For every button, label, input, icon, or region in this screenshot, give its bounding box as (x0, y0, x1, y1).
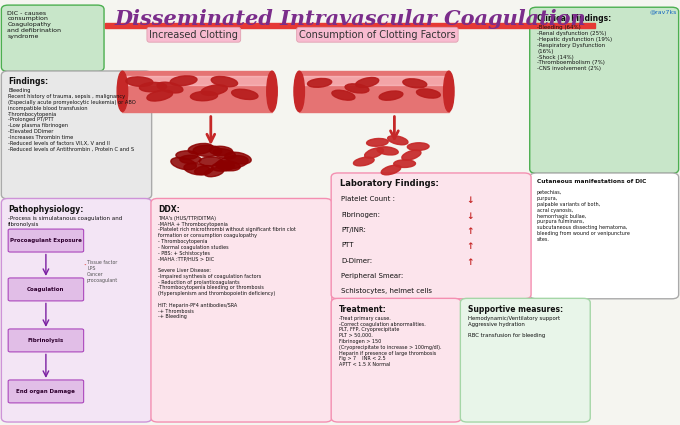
Ellipse shape (356, 77, 379, 88)
Text: Consumption of Clotting Factors: Consumption of Clotting Factors (299, 30, 456, 40)
Ellipse shape (267, 71, 277, 112)
Ellipse shape (388, 136, 408, 145)
FancyBboxPatch shape (530, 7, 679, 173)
Text: petechias,
purpura,
palpable variants of both,
acral cyanosis,
hemorrhagic bulla: petechias, purpura, palpable variants of… (537, 190, 630, 242)
FancyBboxPatch shape (8, 380, 84, 403)
Text: Platelet Count :: Platelet Count : (341, 196, 395, 202)
Text: ↓: ↓ (466, 196, 473, 205)
Bar (122, 71, 272, 112)
Bar (299, 76, 449, 85)
Ellipse shape (190, 91, 218, 101)
Text: Laboratory Findings:: Laboratory Findings: (340, 179, 439, 188)
Ellipse shape (194, 166, 214, 174)
Text: Cutaneous manifestations of DIC: Cutaneous manifestations of DIC (537, 179, 646, 184)
Text: Disseminated Intravascular Coagulation: Disseminated Intravascular Coagulation (114, 9, 586, 29)
Ellipse shape (211, 162, 235, 171)
Ellipse shape (184, 163, 211, 175)
FancyBboxPatch shape (331, 173, 531, 299)
Text: ↑: ↑ (466, 242, 473, 251)
Ellipse shape (416, 89, 441, 98)
Ellipse shape (171, 158, 197, 170)
Ellipse shape (381, 165, 401, 175)
Text: Pathophysiology:: Pathophysiology: (8, 205, 84, 214)
Text: ↑: ↑ (466, 258, 473, 266)
Text: Fibrinogen:: Fibrinogen: (341, 212, 380, 218)
FancyBboxPatch shape (1, 198, 152, 422)
Text: PT/INR:: PT/INR: (341, 227, 367, 233)
Ellipse shape (332, 90, 355, 100)
Ellipse shape (407, 143, 429, 150)
Ellipse shape (225, 152, 251, 164)
Text: PTT: PTT (341, 242, 354, 248)
Text: Clinical Findings:: Clinical Findings: (537, 14, 611, 23)
Bar (299, 71, 449, 112)
FancyBboxPatch shape (530, 173, 679, 299)
Ellipse shape (345, 84, 369, 93)
Text: Bleeding
Recent history of trauma, sepsis , malignancy
(Especially acute promyel: Bleeding Recent history of trauma, sepsi… (8, 88, 136, 151)
Ellipse shape (188, 143, 213, 154)
Ellipse shape (209, 146, 233, 156)
Ellipse shape (157, 82, 183, 93)
Text: -Treat primary cause.
-Correct coagulation abnormalities.
PLT, FFP, Cryoprecipit: -Treat primary cause. -Correct coagulati… (339, 316, 441, 367)
Text: Tissue factor
LPS
Cancer
procoagulant: Tissue factor LPS Cancer procoagulant (87, 260, 118, 283)
Ellipse shape (354, 157, 374, 166)
FancyBboxPatch shape (1, 71, 152, 199)
Text: DIC - causes
consumption
Coagulopathy
and defibrination
syndrome: DIC - causes consumption Coagulopathy an… (7, 11, 61, 39)
Text: DDX:: DDX: (158, 205, 180, 214)
Ellipse shape (403, 79, 427, 88)
Bar (105, 23, 595, 28)
Ellipse shape (205, 167, 224, 177)
FancyBboxPatch shape (8, 278, 84, 301)
Ellipse shape (199, 157, 222, 166)
Text: End organ Damage: End organ Damage (16, 389, 75, 394)
Text: Findings:: Findings: (8, 77, 48, 86)
Ellipse shape (216, 161, 240, 171)
Ellipse shape (232, 89, 258, 99)
Ellipse shape (117, 71, 128, 112)
Ellipse shape (170, 76, 197, 86)
Ellipse shape (364, 148, 384, 158)
Ellipse shape (294, 71, 305, 112)
FancyBboxPatch shape (8, 229, 84, 252)
Text: Treatment:: Treatment: (339, 305, 386, 314)
Ellipse shape (214, 149, 235, 159)
Ellipse shape (377, 147, 398, 155)
Text: Hemodynamic/Ventilatory support
Aggressive hydration

RBC transfusion for bleedi: Hemodynamic/Ventilatory support Aggressi… (468, 316, 560, 338)
Text: @rav7ks: @rav7ks (649, 9, 677, 14)
Ellipse shape (217, 156, 248, 169)
Text: Procoagulant Exposure: Procoagulant Exposure (10, 238, 82, 243)
Ellipse shape (147, 90, 173, 101)
Ellipse shape (126, 77, 153, 86)
Ellipse shape (394, 160, 415, 167)
Text: Increased Clotting: Increased Clotting (150, 30, 238, 40)
Ellipse shape (139, 82, 167, 92)
Text: ↓: ↓ (466, 212, 473, 221)
Text: Peripheral Smear:: Peripheral Smear: (341, 273, 404, 279)
Ellipse shape (211, 76, 237, 87)
Ellipse shape (180, 155, 201, 164)
Text: -Bleeding (64%)
-Renal dysfunction (25%)
-Hepatic dysfunction (19%)
-Respiratory: -Bleeding (64%) -Renal dysfunction (25%)… (537, 26, 612, 71)
Text: TMA's (HUS/TTP/DITMA)
-MAHA + Thrombocytopenia
-Platelet rich microthrombi witho: TMA's (HUS/TTP/DITMA) -MAHA + Thrombocyt… (158, 216, 296, 320)
Bar (122, 76, 272, 85)
Text: Supportive measures:: Supportive measures: (468, 305, 563, 314)
Ellipse shape (379, 91, 403, 100)
Text: Coagulation: Coagulation (27, 287, 65, 292)
Ellipse shape (367, 139, 388, 146)
Ellipse shape (307, 79, 332, 87)
FancyBboxPatch shape (331, 298, 461, 422)
Ellipse shape (443, 71, 454, 112)
Text: ↑: ↑ (466, 227, 473, 236)
Text: Fibrinolysis: Fibrinolysis (28, 338, 64, 343)
Ellipse shape (402, 150, 421, 160)
FancyBboxPatch shape (8, 329, 84, 352)
Ellipse shape (201, 85, 227, 95)
FancyBboxPatch shape (460, 298, 590, 422)
Ellipse shape (176, 151, 198, 159)
Text: -Process is simulatanous coagulation and
fibronolysis: -Process is simulatanous coagulation and… (8, 216, 122, 227)
Ellipse shape (193, 145, 222, 156)
FancyBboxPatch shape (151, 198, 332, 422)
Text: Schistocytes, helmet cells: Schistocytes, helmet cells (341, 288, 432, 294)
FancyBboxPatch shape (1, 5, 104, 71)
Text: D-Dimer:: D-Dimer: (341, 258, 373, 264)
